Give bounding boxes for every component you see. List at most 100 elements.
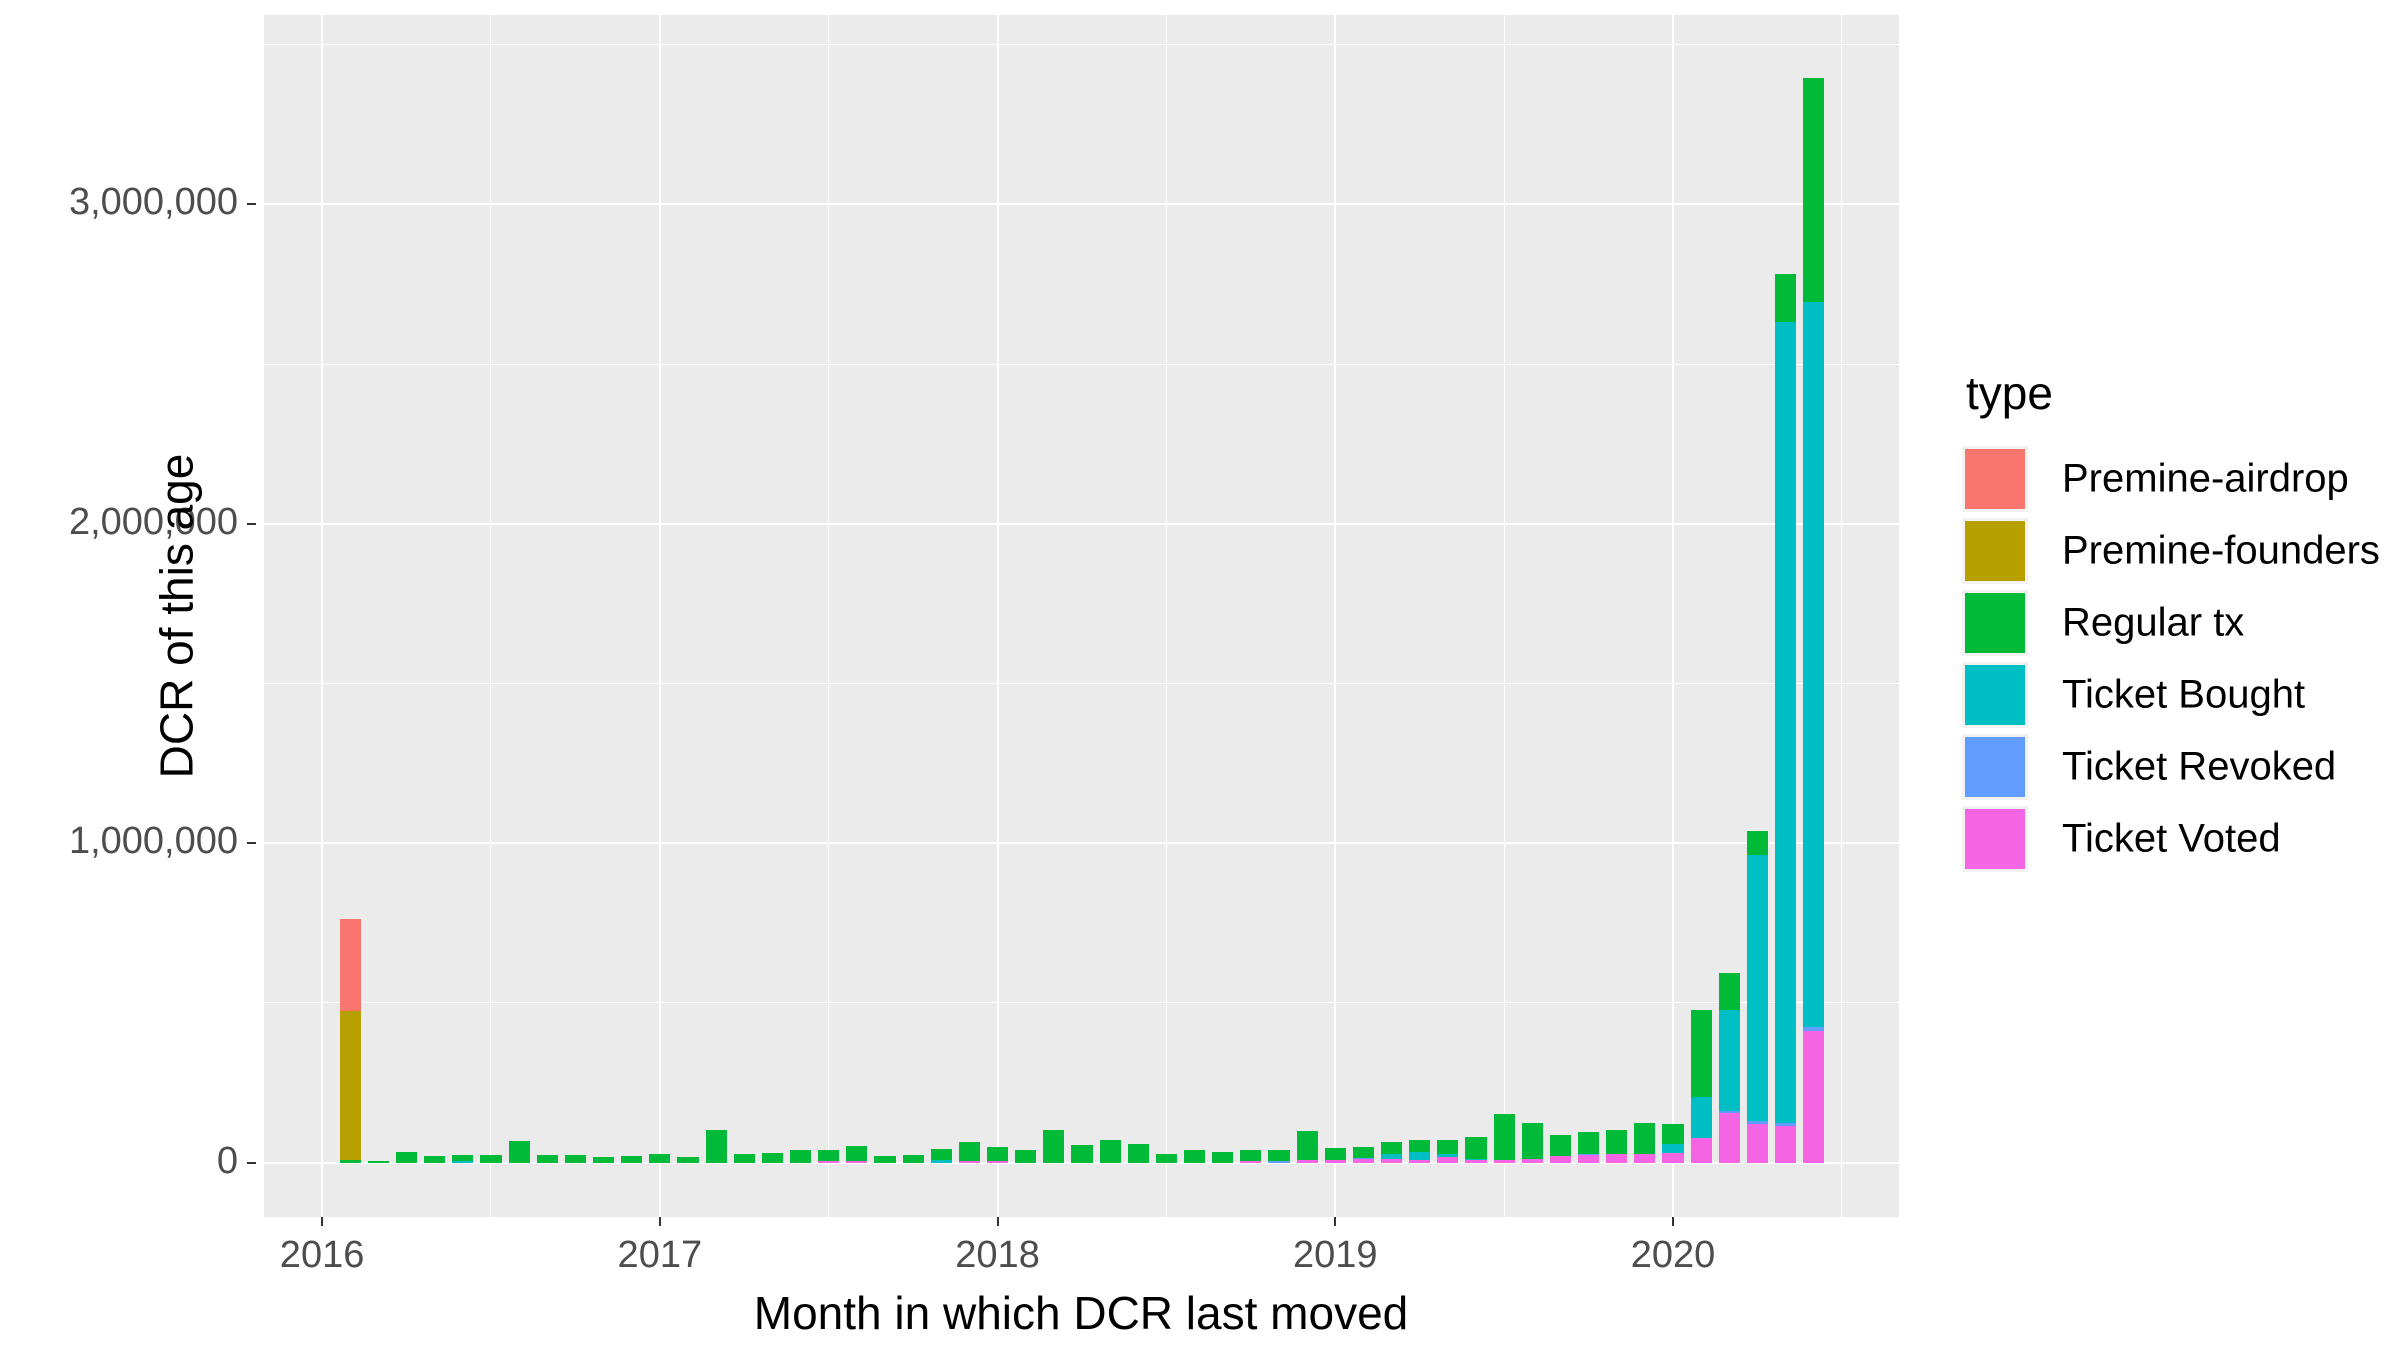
- bar-segment-2018-08-regular-tx: [1184, 1149, 1206, 1163]
- bar-segment-2018-05-regular-tx: [1099, 1139, 1121, 1163]
- bar-segment-2019-10-ticket-voted: [1578, 1154, 1600, 1163]
- bar-segment-2018-01-ticket-voted: [987, 1161, 1009, 1163]
- bar-segment-2019-05-regular-tx: [1437, 1140, 1459, 1154]
- y-tick-mark: [247, 842, 256, 845]
- bar-segment-2020-06-ticket-revoked: [1803, 1026, 1825, 1032]
- bar-segment-2018-11-regular-tx: [1268, 1149, 1290, 1161]
- x-tick-mark: [321, 1217, 324, 1226]
- gridline-minor-v: [1503, 15, 1505, 1217]
- bar-segment-2016-10-regular-tx: [564, 1154, 586, 1163]
- legend-swatch-icon: [1965, 809, 2025, 869]
- gridline-minor-h: [264, 363, 1899, 365]
- legend-swatch-icon: [1965, 665, 2025, 725]
- bar-segment-2020-04-ticket-revoked: [1746, 1120, 1769, 1124]
- x-tick-label: 2018: [955, 1234, 1040, 1276]
- legend: type Premine-airdrop Premine-founders Regu…: [1962, 366, 2380, 878]
- x-tick-label: 2016: [279, 1234, 365, 1276]
- legend-swatch-icon: [1965, 593, 2025, 653]
- bar-segment-2018-07-regular-tx: [1155, 1153, 1177, 1163]
- legend-swatch-icon: [1965, 737, 2025, 797]
- x-tick-mark: [1334, 1217, 1337, 1226]
- y-tick-label: 0: [216, 1139, 238, 1182]
- bar-segment-2016-05-regular-tx: [424, 1155, 446, 1163]
- bar-segment-2019-09-ticket-voted: [1549, 1155, 1571, 1163]
- bar-segment-2017-02-regular-tx: [677, 1156, 699, 1163]
- bar-segment-2017-05-regular-tx: [761, 1152, 783, 1163]
- bar-segment-2018-02-regular-tx: [1015, 1149, 1037, 1163]
- bar-segment-2019-10-regular-tx: [1578, 1132, 1600, 1154]
- bar-segment-2020-05-regular-tx: [1775, 273, 1797, 322]
- legend-key: [1962, 518, 2028, 584]
- bar-segment-2020-04-ticket-bought: [1746, 854, 1769, 1121]
- gridline-major-v: [321, 15, 324, 1217]
- bar-segment-2018-04-regular-tx: [1071, 1144, 1093, 1163]
- legend-key: [1962, 662, 2028, 728]
- bar-segment-2020-01-regular-tx: [1662, 1123, 1684, 1144]
- bar-segment-2018-12-ticket-voted: [1296, 1160, 1318, 1163]
- y-tick-label: 1,000,000: [68, 820, 238, 863]
- bar-segment-2016-02-regular-tx: [339, 1159, 361, 1163]
- bar-segment-2017-07-regular-tx: [818, 1149, 840, 1161]
- bar-segment-2016-03-regular-tx: [367, 1161, 389, 1163]
- bar-segment-2019-09-regular-tx: [1549, 1135, 1571, 1156]
- y-tick-label: 2,000,000: [68, 500, 238, 543]
- bar-segment-2018-10-regular-tx: [1240, 1149, 1262, 1162]
- gridline-major-v: [658, 15, 661, 1217]
- legend-label: Regular tx: [2062, 600, 2245, 645]
- bar-segment-2017-04-regular-tx: [733, 1153, 755, 1163]
- bar-segment-2019-12-ticket-voted: [1634, 1153, 1656, 1163]
- bar-segment-2019-04-ticket-voted: [1409, 1159, 1431, 1163]
- bar-segment-2019-04-regular-tx: [1409, 1139, 1431, 1152]
- bar-segment-2019-03-ticket-voted: [1381, 1158, 1403, 1163]
- bar-segment-2020-02-ticket-bought: [1690, 1096, 1712, 1139]
- gridline-minor-h: [264, 683, 1899, 685]
- x-tick-label: 2017: [617, 1234, 703, 1276]
- bar-segment-2018-01-regular-tx: [987, 1146, 1009, 1162]
- bar-segment-2019-06-ticket-bought: [1465, 1159, 1487, 1161]
- gridline-major-v: [1334, 15, 1337, 1217]
- y-tick-mark: [247, 1161, 256, 1164]
- bar-segment-2017-07-ticket-voted: [818, 1160, 840, 1163]
- bar-segment-2016-09-regular-tx: [536, 1154, 558, 1163]
- gridline-minor-v: [1165, 15, 1167, 1217]
- bar-segment-2017-03-regular-tx: [705, 1129, 727, 1163]
- bar-segment-2017-12-regular-tx: [958, 1141, 980, 1161]
- legend-label: Premine-airdrop: [2062, 456, 2349, 501]
- bar-segment-2019-08-regular-tx: [1521, 1122, 1543, 1159]
- bar-segment-2018-11-ticket-revoked: [1268, 1160, 1290, 1163]
- bar-segment-2016-08-regular-tx: [508, 1140, 530, 1163]
- bar-segment-2020-03-regular-tx: [1718, 972, 1740, 1010]
- bar-segment-2016-12-regular-tx: [621, 1155, 643, 1163]
- bar-segment-2020-04-ticket-voted: [1746, 1123, 1769, 1163]
- bar-segment-2017-01-regular-tx: [649, 1153, 671, 1163]
- y-tick-label: 3,000,000: [68, 181, 238, 224]
- bar-segment-2017-12-ticket-voted: [958, 1160, 980, 1163]
- bar-segment-2019-05-ticket-bought: [1437, 1153, 1459, 1158]
- bar-segment-2017-08-regular-tx: [846, 1145, 868, 1162]
- bar-segment-2019-11-ticket-voted: [1606, 1153, 1628, 1163]
- gridline-minor-v: [1841, 15, 1843, 1217]
- bar-segment-2019-08-ticket-voted: [1521, 1158, 1543, 1163]
- bar-segment-2019-02-regular-tx: [1352, 1146, 1374, 1158]
- bar-segment-2018-12-regular-tx: [1296, 1130, 1318, 1161]
- bar-segment-2019-10-ticket-revoked: [1578, 1153, 1600, 1155]
- bar-segment-2018-09-regular-tx: [1212, 1151, 1234, 1163]
- plot-panel: [264, 15, 1899, 1217]
- gridline-minor-v: [490, 15, 492, 1217]
- bar-segment-2018-03-regular-tx: [1043, 1129, 1065, 1163]
- gridline-major-v: [996, 15, 999, 1217]
- x-axis-title: Month in which DCR last moved: [753, 1287, 1409, 1339]
- bar-segment-2020-03-ticket-voted: [1718, 1112, 1740, 1163]
- bar-segment-2017-11-ticket-bought: [930, 1160, 952, 1163]
- legend-item-regular-tx: Regular tx: [1962, 590, 2244, 656]
- bar-segment-2020-03-ticket-bought: [1718, 1010, 1740, 1111]
- bar-segment-2019-05-ticket-voted: [1437, 1157, 1459, 1163]
- gridline-major-h: [264, 842, 1899, 845]
- bar-segment-2016-07-regular-tx: [480, 1154, 502, 1163]
- legend-title: type: [1966, 367, 2053, 419]
- bar-segment-2019-02-ticket-revoked: [1352, 1157, 1374, 1159]
- x-tick-mark: [1672, 1217, 1675, 1226]
- legend-key: [1962, 806, 2028, 872]
- bar-segment-2017-06-regular-tx: [790, 1149, 812, 1163]
- legend-label: Ticket Revoked: [2062, 744, 2337, 789]
